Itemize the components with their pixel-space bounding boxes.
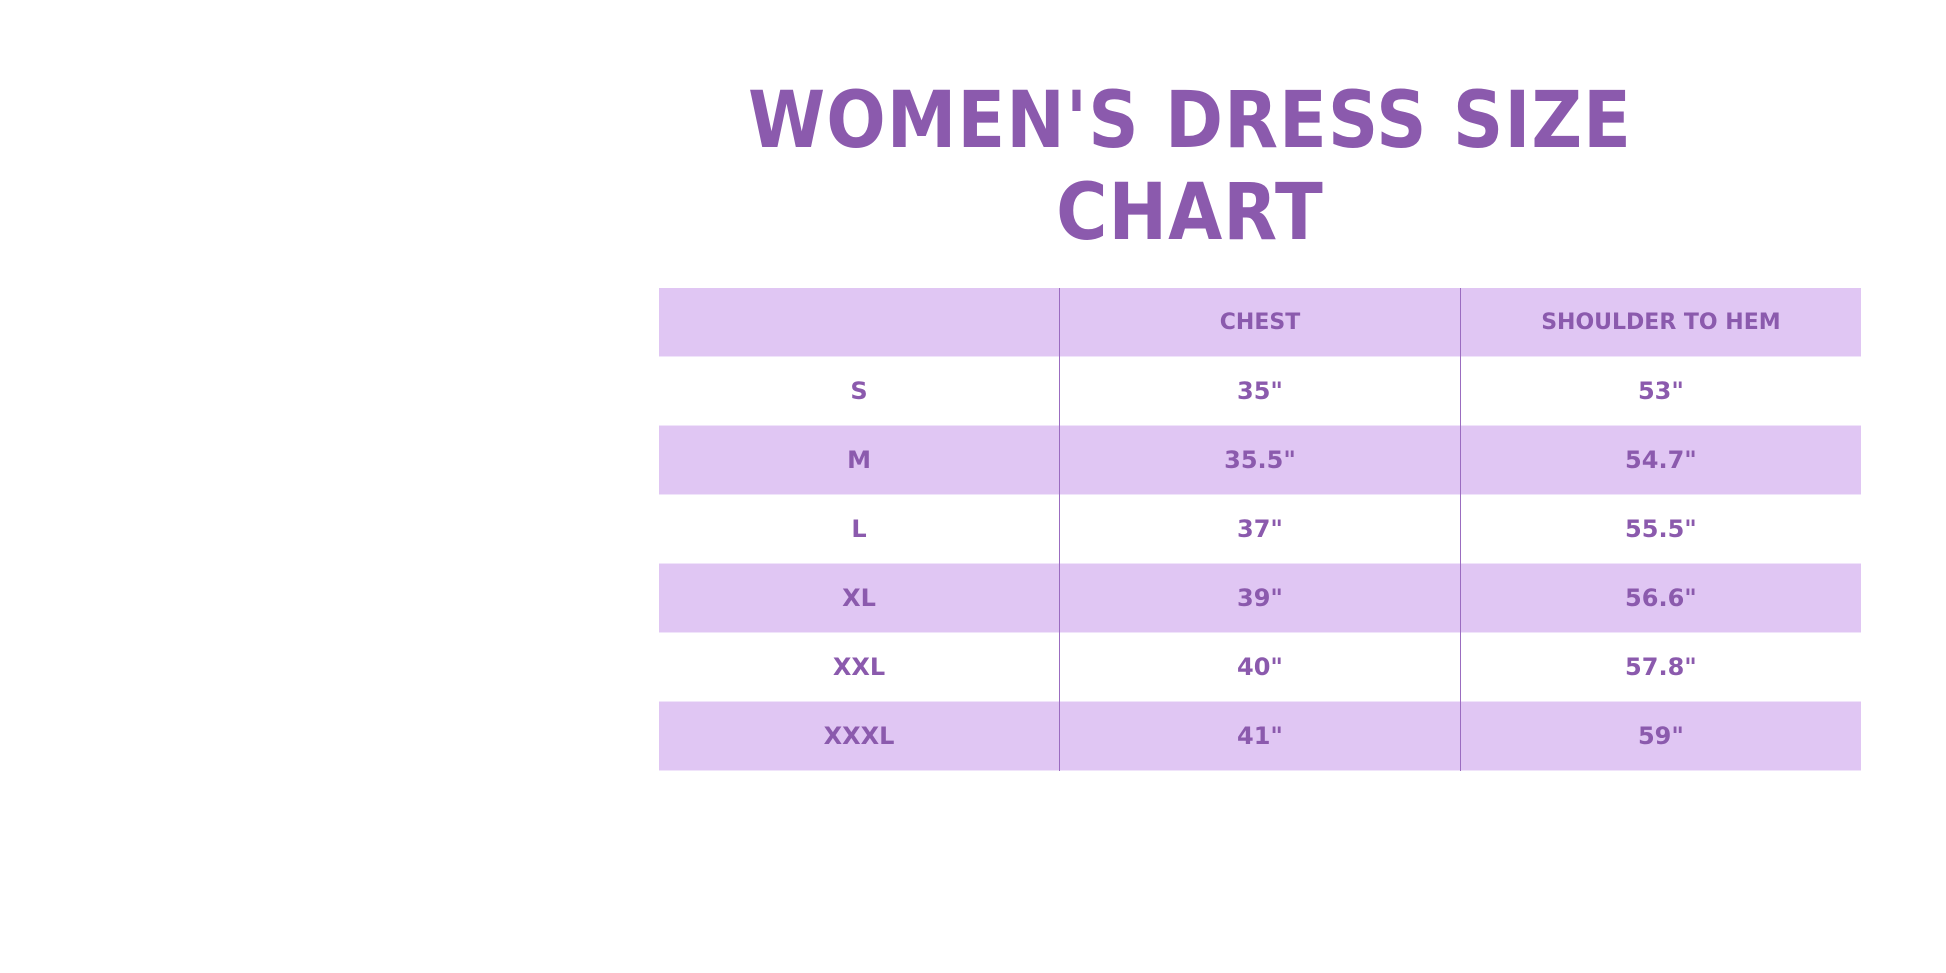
- size-cell: L: [851, 515, 867, 543]
- table-row: S 35" 53": [659, 356, 1861, 426]
- size-cell: S: [850, 377, 868, 405]
- length-cell: 56.6": [1459, 563, 1861, 633]
- size-cell: M: [847, 446, 872, 474]
- length-cell: 53": [1459, 356, 1861, 426]
- table-header-row: CHEST SHOULDER TO HEM: [659, 288, 1861, 357]
- chest-cell: 35": [1059, 356, 1461, 426]
- size-cell: XXXL: [823, 722, 895, 750]
- header-shoulder-to-hem: SHOULDER TO HEM: [1459, 288, 1861, 357]
- size-cell: XXL: [832, 653, 886, 681]
- table-row: M 35.5" 54.7": [659, 425, 1861, 495]
- header-chest: CHEST: [1059, 288, 1461, 357]
- length-cell: 59": [1459, 701, 1861, 771]
- header-size: [659, 288, 1060, 357]
- chest-cell: 40": [1059, 632, 1461, 702]
- chest-cell: 37": [1059, 494, 1461, 564]
- length-cell: 54.7": [1459, 425, 1861, 495]
- length-cell: 55.5": [1459, 494, 1861, 564]
- chest-cell: 35.5": [1059, 425, 1461, 495]
- chest-cell: 41": [1059, 701, 1461, 771]
- length-cell: 57.8": [1459, 632, 1861, 702]
- table-row: XXXL 41" 59": [659, 701, 1861, 771]
- size-chart-table: CHEST SHOULDER TO HEM S 35" 53" M 35.5" …: [659, 288, 1861, 771]
- table-row: XXL 40" 57.8": [659, 632, 1861, 702]
- chest-cell: 39": [1059, 563, 1461, 633]
- page-title: WOMEN'S DRESS SIZE CHART: [748, 74, 1632, 258]
- size-cell: XL: [842, 584, 876, 612]
- table-row: XL 39" 56.6": [659, 563, 1861, 633]
- table-row: L 37" 55.5": [659, 494, 1861, 564]
